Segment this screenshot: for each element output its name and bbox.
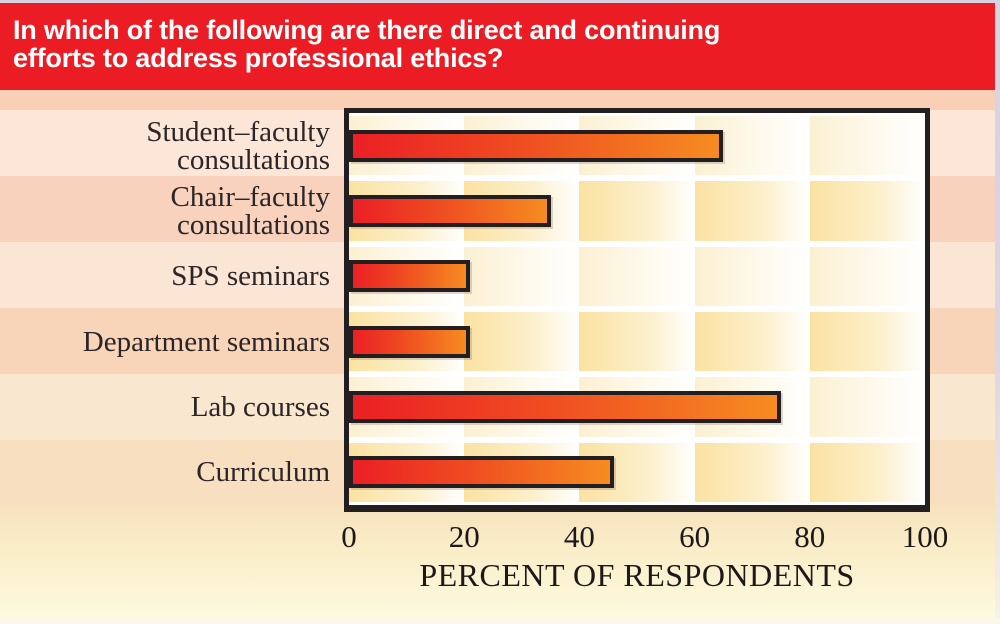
x-tick-60: 60 — [679, 519, 711, 554]
plot-area — [349, 113, 925, 505]
category-label-lab-courses: Lab courses — [0, 374, 330, 439]
category-labels: Student–faculty consultations Chair–facult… — [0, 113, 330, 505]
question-title-line1: In which of the following are there dire… — [13, 15, 721, 45]
x-tick-40: 40 — [563, 519, 595, 554]
plot-grid-cell — [579, 181, 695, 241]
category-label-student-faculty-consultations: Student–faculty consultations — [0, 113, 330, 178]
x-axis-title: PERCENT OF RESPONDENTS — [419, 557, 855, 593]
plot-grid-cell — [809, 312, 925, 372]
category-label-line: Lab courses — [190, 390, 330, 423]
plot-grid-cell — [694, 442, 810, 502]
category-label-department-seminars: Department seminars — [0, 309, 330, 374]
category-label-sps-seminars: SPS seminars — [0, 244, 330, 309]
question-title-line2: efforts to address professional ethics? — [13, 43, 504, 73]
bar-chair-faculty-consultations — [349, 195, 551, 227]
bar-sps-seminars — [349, 260, 470, 293]
x-tick-20: 20 — [448, 519, 480, 554]
plot-grid-cell — [464, 246, 580, 306]
category-label-line: Student–faculty — [146, 115, 330, 148]
plot-grid-cell — [464, 312, 580, 372]
x-tick-100: 100 — [901, 519, 949, 554]
category-label-line: consultations — [176, 143, 330, 176]
plot-grid-cell — [809, 116, 925, 176]
category-label-chair-faculty-consultations: Chair–faculty consultations — [0, 178, 330, 243]
bar-department-seminars — [349, 325, 470, 358]
bar-student-faculty-consultations — [349, 129, 724, 162]
category-label-line: Chair–faculty — [170, 180, 330, 213]
plot-grid-cell — [809, 377, 925, 437]
title-banner: In which of the following are there dire… — [0, 3, 995, 90]
chart-plot — [344, 108, 930, 512]
x-tick-80: 80 — [794, 519, 826, 554]
bottom-edge — [0, 618, 1000, 624]
x-axis-ticks: 0 20 40 60 80 100 — [341, 519, 948, 558]
plot-grid-cell — [809, 246, 925, 306]
x-tick-0: 0 — [341, 519, 357, 554]
plot-grid-cell — [579, 246, 695, 306]
plot-grid-cell — [694, 312, 810, 372]
category-label-line: Curriculum — [196, 456, 330, 489]
category-label-line: Department seminars — [82, 325, 330, 358]
category-label-line: consultations — [176, 208, 330, 241]
category-label-line: SPS seminars — [171, 260, 330, 293]
bar-lab-courses — [349, 391, 781, 423]
plot-grid-cell — [809, 181, 925, 241]
plot-grid-cell — [694, 181, 810, 241]
plot-grid-cell — [694, 246, 810, 306]
category-label-curriculum: Curriculum — [0, 440, 330, 505]
bar-curriculum — [349, 456, 614, 489]
plot-grid-cell — [809, 442, 925, 502]
plot-grid-cell — [579, 312, 695, 372]
